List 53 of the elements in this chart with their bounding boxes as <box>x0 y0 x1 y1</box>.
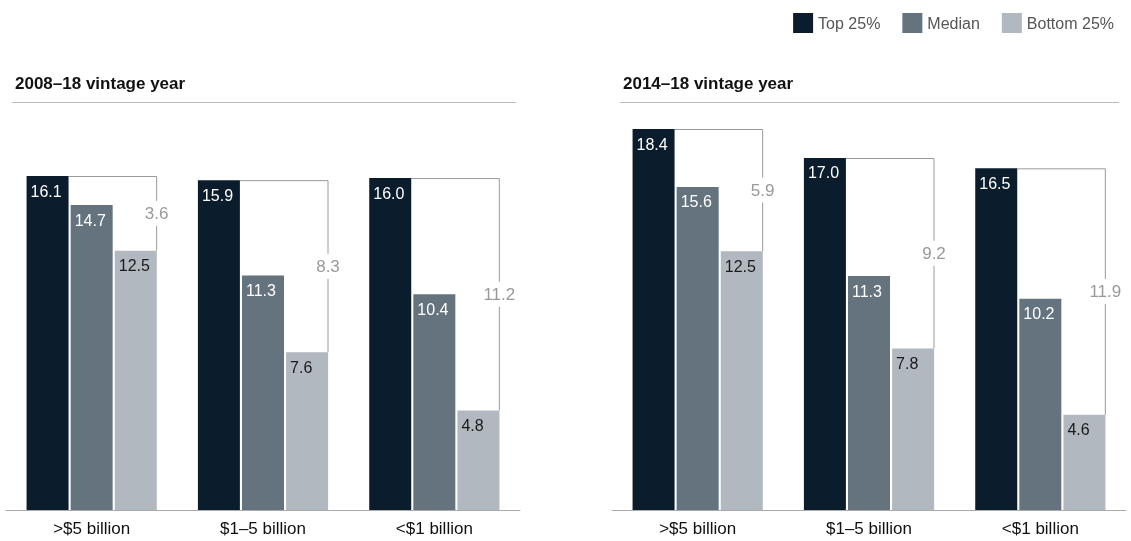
chart-title: 2008–18 vintage year <box>15 74 186 93</box>
annotation: 3.6 <box>144 203 169 223</box>
data-label: 7.6 <box>290 358 313 376</box>
bar <box>457 410 500 510</box>
data-label: 11.3 <box>852 282 883 300</box>
annotation: 5.9 <box>750 180 775 200</box>
data-label: 16.5 <box>979 174 1011 192</box>
data-label: 18.4 <box>636 135 668 153</box>
bar <box>286 352 329 510</box>
x-tick-label: >$5 billion <box>53 519 131 538</box>
bar <box>803 157 846 510</box>
data-label: 7.8 <box>896 354 919 372</box>
data-label: 15.9 <box>201 186 234 204</box>
legend-label: Bottom 25% <box>1026 14 1114 32</box>
data-label: 17.0 <box>807 164 840 182</box>
legend-label: Median <box>927 14 980 32</box>
data-label: 14.7 <box>74 211 106 229</box>
data-label: 12.5 <box>118 257 151 275</box>
bar <box>676 186 719 510</box>
x-tick-label: $1–5 billion <box>825 519 913 538</box>
x-tick-label: $1–5 billion <box>219 519 307 538</box>
bar <box>632 129 675 510</box>
bar <box>892 348 935 510</box>
data-label: 4.6 <box>1067 421 1090 439</box>
bar <box>848 276 890 510</box>
x-tick-label: <$1 billion <box>1001 519 1079 538</box>
bar <box>369 178 412 510</box>
annotation: 8.3 <box>316 256 340 276</box>
annotation: 11.9 <box>1089 282 1122 302</box>
bar <box>720 251 763 510</box>
data-label: 11.3 <box>246 282 277 300</box>
bar <box>975 168 1018 510</box>
bar <box>1019 298 1062 510</box>
bar <box>1063 414 1106 510</box>
bar <box>242 275 284 510</box>
data-label: 4.8 <box>461 416 484 434</box>
x-tick-label: <$1 billion <box>395 519 473 538</box>
bar <box>197 180 240 510</box>
data-label: 10.2 <box>1023 305 1055 323</box>
data-label: 12.5 <box>724 257 757 275</box>
data-label: 15.6 <box>680 193 712 211</box>
bar <box>26 176 69 510</box>
bar <box>413 294 456 510</box>
bar <box>70 205 113 510</box>
annotation: 9.2 <box>922 243 946 263</box>
data-label: 10.4 <box>417 300 449 318</box>
x-tick-label: >$5 billion <box>659 519 737 538</box>
annotation: 11.2 <box>483 284 516 304</box>
bar <box>114 250 157 510</box>
chart-title: 2014–18 vintage year <box>623 74 794 93</box>
data-label: 16.1 <box>30 182 62 200</box>
legend-label: Top 25% <box>818 14 881 32</box>
data-label: 16.0 <box>373 184 405 202</box>
